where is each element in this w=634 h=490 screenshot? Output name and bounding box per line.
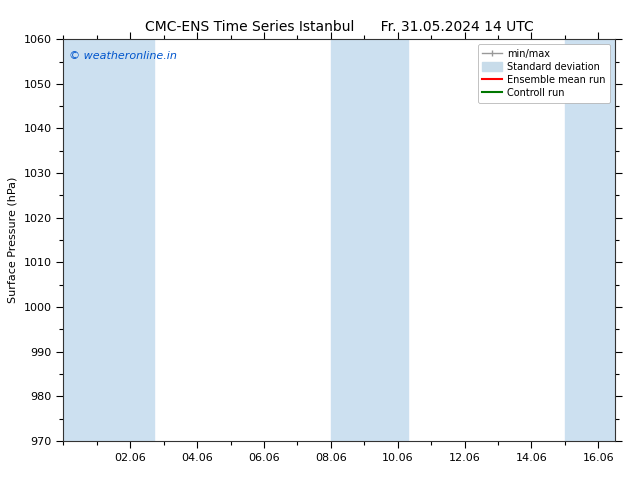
Bar — [331, 39, 408, 441]
Title: CMC-ENS Time Series Istanbul      Fr. 31.05.2024 14 UTC: CMC-ENS Time Series Istanbul Fr. 31.05.2… — [145, 20, 534, 34]
Bar — [63, 39, 153, 441]
Bar — [565, 39, 615, 441]
Y-axis label: Surface Pressure (hPa): Surface Pressure (hPa) — [8, 177, 18, 303]
Text: © weatheronline.in: © weatheronline.in — [69, 51, 177, 61]
Legend: min/max, Standard deviation, Ensemble mean run, Controll run: min/max, Standard deviation, Ensemble me… — [477, 44, 610, 102]
